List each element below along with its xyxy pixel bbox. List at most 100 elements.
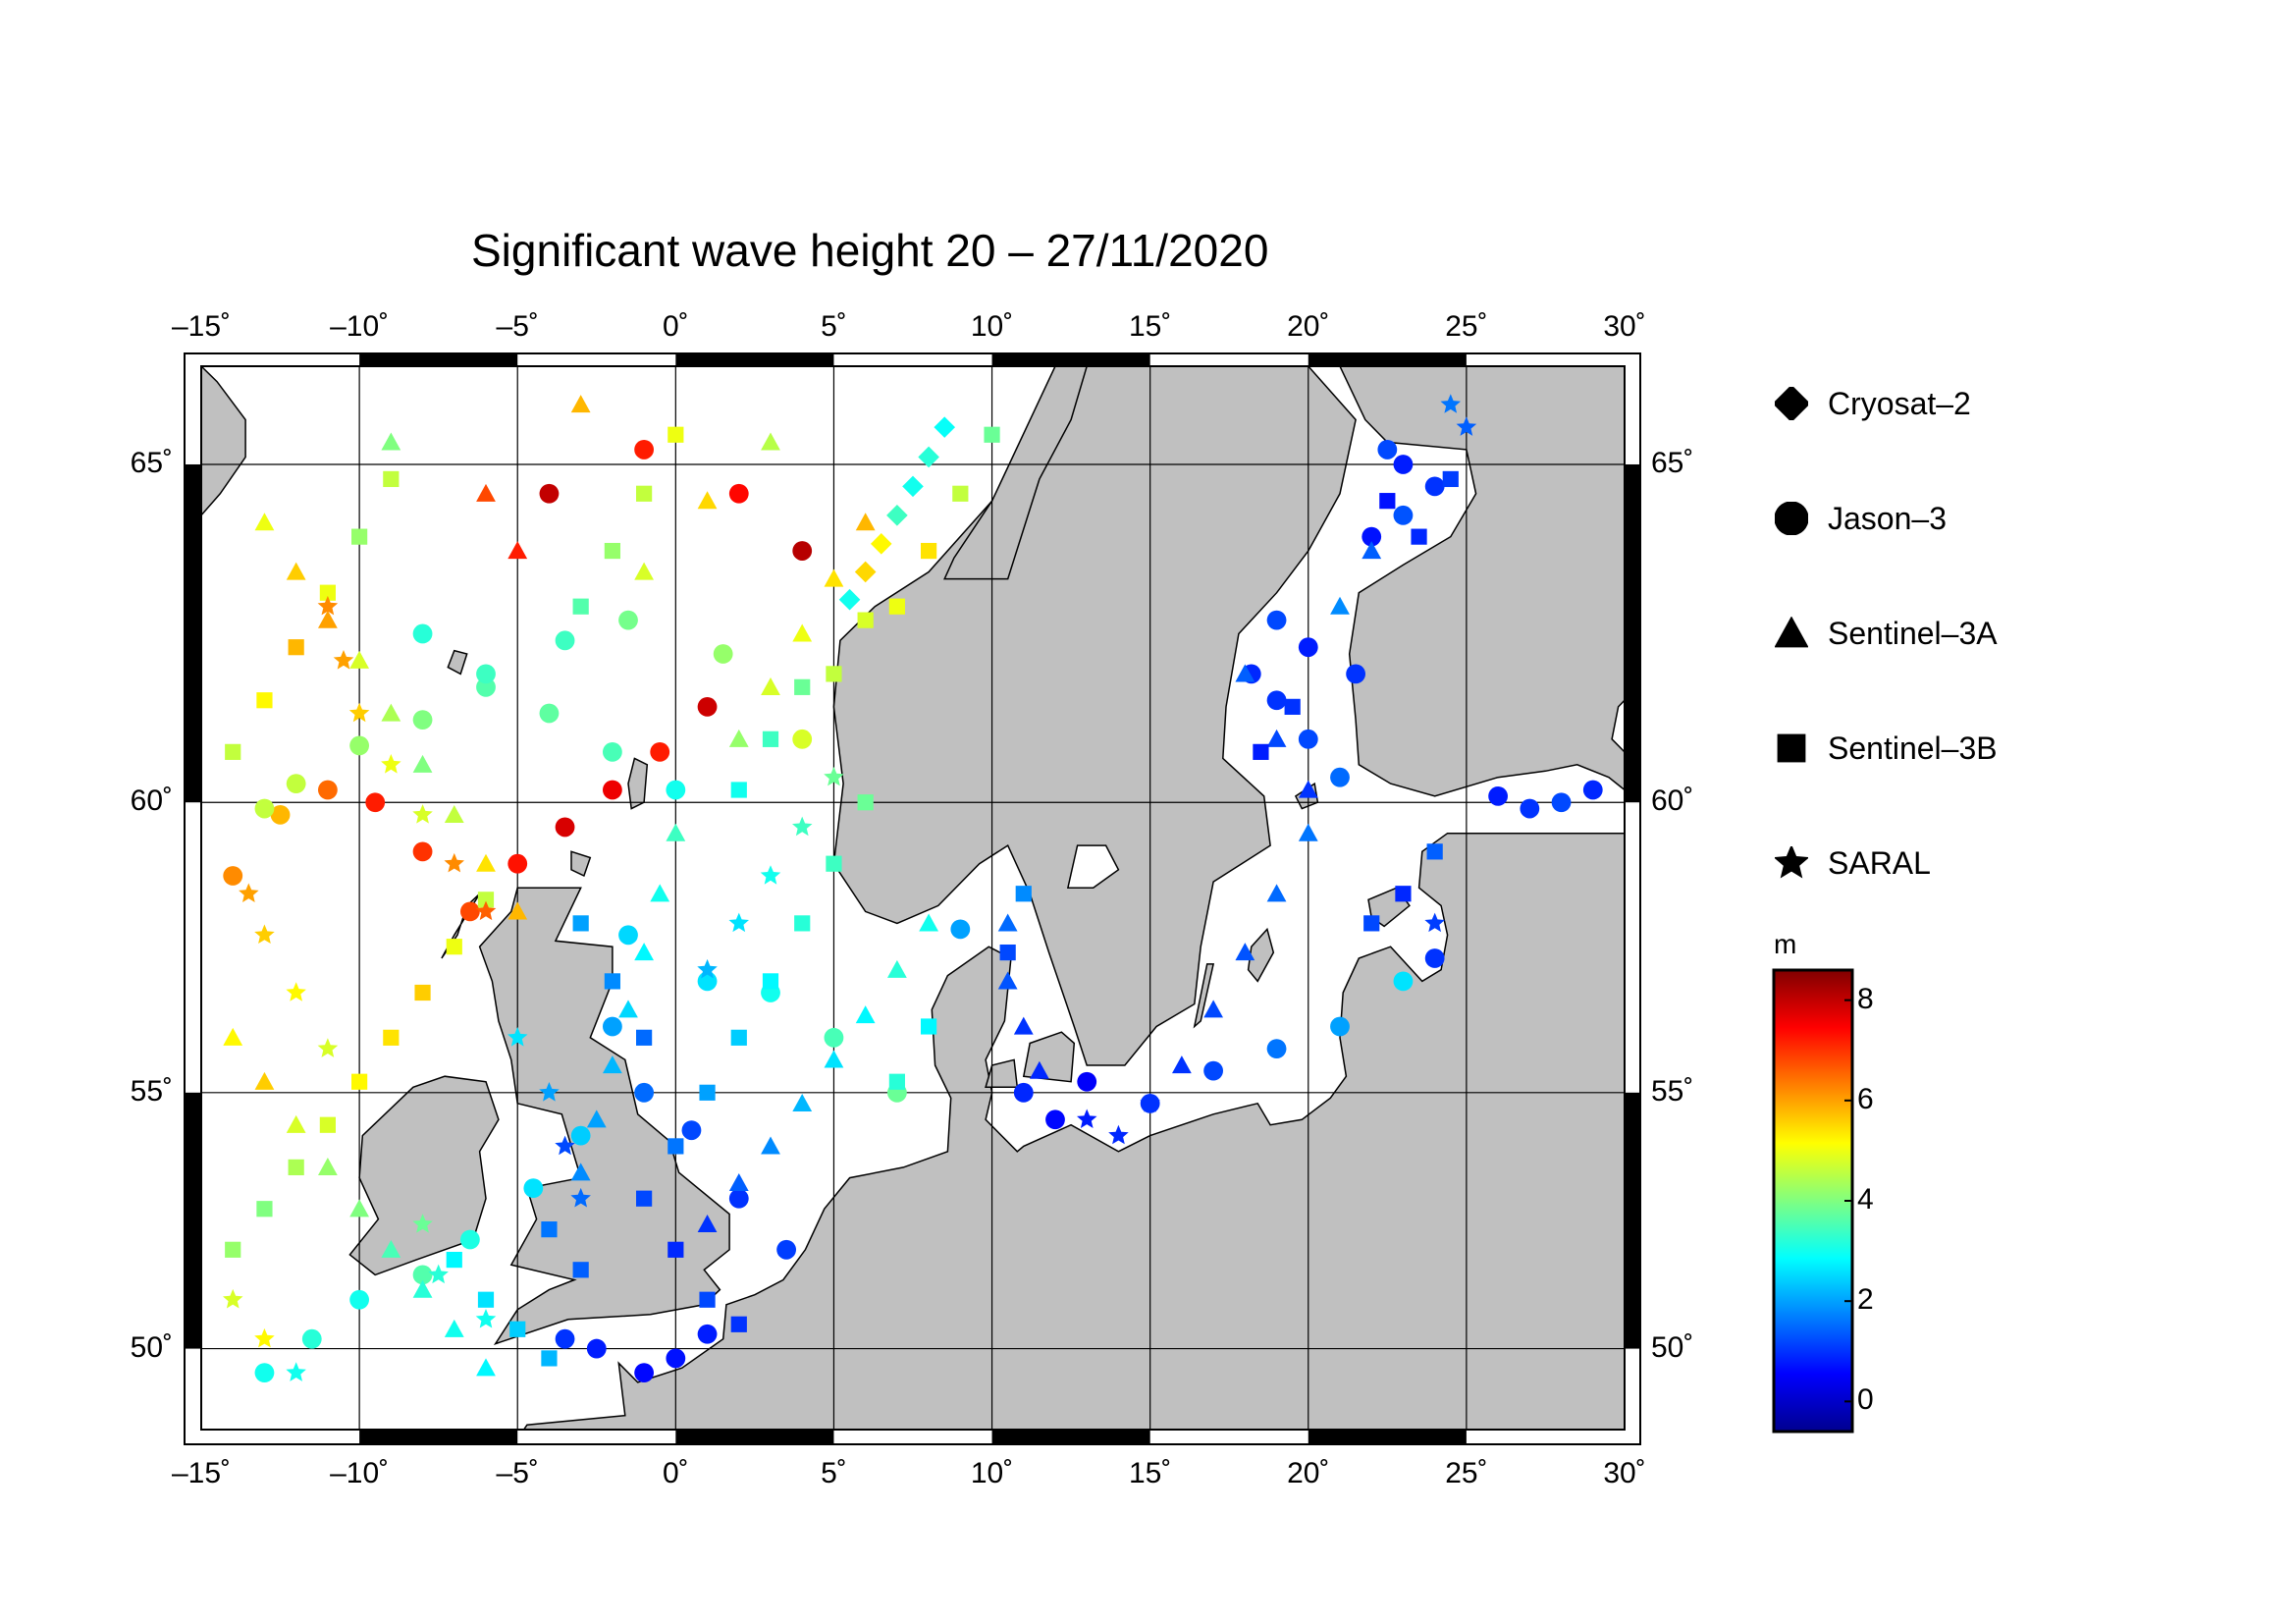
triangle-point: [761, 432, 780, 451]
circle-point: [697, 1324, 718, 1344]
star-point: [412, 804, 433, 824]
circle-symbol: [1775, 502, 1808, 535]
circle-point: [301, 1328, 322, 1349]
square-point: [857, 794, 874, 811]
circle-point: [507, 853, 528, 874]
lat-tick-label-left: 65˚: [130, 446, 173, 479]
square-point: [999, 944, 1016, 961]
circle-point: [555, 1328, 575, 1349]
square-point: [256, 1201, 273, 1217]
triangle-legend-mark: [1775, 617, 1808, 648]
colorbar-tick-label: 2: [1857, 1283, 1874, 1317]
triangle-point: [650, 884, 670, 902]
square-point: [572, 598, 589, 615]
legend-item-sentinel3b: Sentinel–3B: [1775, 724, 2167, 773]
square-point: [1411, 528, 1427, 545]
square-point: [984, 426, 1000, 443]
track-points: [223, 394, 1603, 1383]
star-point: [792, 816, 813, 837]
legend-label: Sentinel–3A: [1828, 615, 1998, 651]
circle-point: [1013, 1082, 1034, 1103]
map-title: Significant wave height 20 – 27/11/2020: [471, 225, 1269, 276]
triangle-point: [412, 754, 433, 773]
square-point: [319, 1116, 336, 1133]
circle-point: [1266, 610, 1287, 630]
circle-point: [412, 623, 433, 644]
star-point: [760, 865, 781, 885]
triangle-point: [223, 1027, 243, 1046]
circle-point: [728, 1188, 749, 1209]
lon-tick-label-top: 0˚: [662, 310, 689, 343]
triangle-point: [1266, 729, 1287, 747]
lon-tick-label-bottom: 20˚: [1287, 1457, 1330, 1489]
lon-tick-label-bottom: 5˚: [821, 1457, 847, 1489]
colorbar: [1772, 968, 1854, 1434]
circle-point: [523, 1178, 544, 1199]
triangle-point: [1298, 823, 1318, 841]
square-point: [1363, 915, 1380, 932]
square-point: [1442, 470, 1459, 488]
star-point: [239, 883, 259, 902]
star-point: [475, 900, 497, 921]
lon-tick-label-top: –15˚: [171, 310, 232, 343]
star-point: [1077, 1109, 1097, 1128]
diamond-point: [854, 561, 877, 583]
triangle-point: [286, 562, 306, 580]
triangle-point: [570, 1163, 591, 1181]
triangle-point: [317, 1157, 338, 1175]
circle-point: [1077, 1071, 1097, 1092]
diamond-icon: [1775, 387, 1808, 420]
gotland-land: [1247, 927, 1275, 983]
square-point: [667, 1138, 684, 1155]
square-point: [541, 1350, 558, 1367]
circle-point: [1488, 785, 1509, 806]
square-icon: [1775, 731, 1808, 765]
lon-tick-label-bottom: –5˚: [496, 1457, 539, 1489]
circle-point: [459, 901, 480, 922]
triangle-point: [997, 913, 1018, 932]
triangle-point: [634, 562, 655, 580]
lon-tick-label-top: 30˚: [1603, 310, 1646, 343]
oland-land: [1193, 963, 1215, 1029]
colorbar-tick-label: 8: [1857, 982, 1874, 1015]
circle-point: [223, 866, 243, 886]
lon-tick-label-top: 20˚: [1287, 310, 1330, 343]
square-point: [699, 1291, 716, 1308]
square-point: [1379, 493, 1396, 510]
lat-tick-label-left: 50˚: [130, 1330, 173, 1364]
circle-point: [776, 1239, 797, 1260]
square-symbol: [1777, 733, 1806, 763]
triangle-point: [1362, 541, 1382, 560]
triangle-point: [444, 1319, 464, 1337]
triangle-point: [507, 901, 528, 920]
circle-point: [634, 440, 655, 460]
lat-tick-label-right: 55˚: [1651, 1074, 1694, 1108]
circle-point: [618, 925, 638, 946]
triangle-point: [349, 650, 370, 669]
star-legend-mark: [1775, 846, 1808, 879]
norway-north-fill: [943, 366, 1088, 580]
triangle-point: [666, 823, 686, 841]
lake-ladoga: [1611, 699, 1625, 753]
square-point: [351, 528, 368, 545]
square-point: [351, 1073, 368, 1090]
triangle-point: [254, 1071, 275, 1090]
triangle-point: [507, 541, 528, 560]
star-point: [286, 1362, 306, 1381]
square-point: [762, 973, 779, 990]
square-point: [952, 485, 969, 502]
square-point: [572, 1262, 589, 1278]
square-point: [636, 1029, 653, 1046]
triangle-point: [792, 1093, 813, 1111]
circle-point: [792, 729, 813, 749]
circle-point: [1377, 440, 1398, 460]
legend-item-sentinel3a: Sentinel–3A: [1775, 609, 2167, 658]
square-point: [730, 1316, 747, 1332]
square-point: [888, 598, 905, 615]
square-point: [794, 915, 811, 932]
triangle-icon: [1775, 617, 1808, 650]
triangle-point: [728, 1172, 749, 1191]
square-point: [730, 782, 747, 798]
lat-tick-label-right: 65˚: [1651, 446, 1694, 479]
diamond-point: [838, 588, 861, 611]
